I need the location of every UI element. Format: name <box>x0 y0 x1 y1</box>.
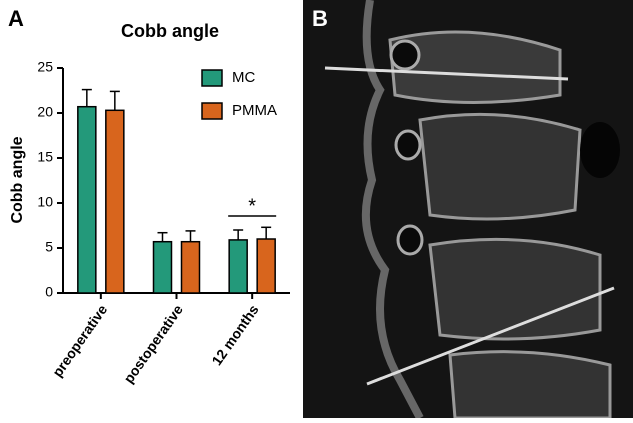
vertebra <box>418 112 582 221</box>
y-tick-label: 20 <box>37 104 53 120</box>
foramen <box>389 39 421 71</box>
panel-label: B <box>312 6 328 31</box>
foramen <box>396 224 424 256</box>
significance-label: * <box>248 195 256 217</box>
legend-swatch <box>201 69 223 87</box>
legend-label: MC <box>232 69 255 86</box>
vertebra <box>448 350 612 420</box>
air-pocket <box>580 122 620 178</box>
x-tick-label: postoperative <box>120 302 186 387</box>
bar <box>256 238 276 294</box>
vertebra <box>388 30 562 104</box>
measure-line <box>366 286 615 386</box>
y-tick-label: 25 <box>37 59 53 75</box>
bar <box>77 105 97 294</box>
y-tick-label: 0 <box>45 284 53 300</box>
chart-title: Cobb angle <box>121 21 219 41</box>
bar <box>228 239 248 294</box>
vertebra <box>428 237 602 341</box>
legend-label: PMMA <box>232 102 277 119</box>
bar <box>152 240 173 294</box>
y-tick-label: 10 <box>37 194 53 210</box>
spine-outline <box>361 0 424 420</box>
bar <box>105 109 125 294</box>
ct-image: B <box>303 0 633 420</box>
x-tick-label: preoperative <box>49 302 110 380</box>
measure-line <box>324 66 569 81</box>
y-tick-label: 5 <box>45 239 53 255</box>
bar <box>180 240 201 294</box>
y-tick-label: 15 <box>37 149 53 165</box>
foramen <box>394 129 422 161</box>
y-axis-label: Cobb angle <box>9 136 26 223</box>
legend-swatch <box>201 102 223 120</box>
x-tick-label: 12 months <box>208 301 261 368</box>
panel-label: A <box>8 6 24 31</box>
